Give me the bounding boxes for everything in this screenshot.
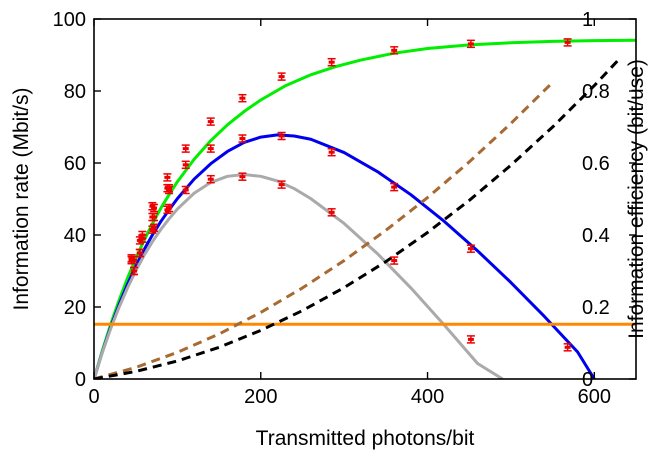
data-point — [390, 46, 399, 55]
y-tick-label-left: 80 — [64, 81, 86, 103]
data-point — [127, 254, 136, 263]
data-point — [206, 117, 215, 126]
x-axis-title: Transmitted photons/bit — [256, 427, 475, 450]
data-point — [466, 244, 475, 253]
data-point — [327, 147, 336, 157]
x-tick-label: 200 — [244, 386, 277, 408]
data-point — [563, 343, 572, 352]
x-tick-label: 0 — [88, 386, 99, 408]
y-axis-title-left: Information rate (Mbit/s) — [10, 88, 33, 311]
data-point — [327, 57, 336, 67]
y-tick-label-right: 0.8 — [582, 81, 610, 103]
data-point — [138, 234, 147, 243]
y-tick-label-right: 1 — [582, 9, 593, 31]
data-point — [466, 335, 475, 344]
data-point — [277, 72, 286, 81]
data-point — [181, 185, 190, 195]
data-point — [150, 203, 159, 213]
data-point — [327, 208, 336, 217]
data-point — [277, 180, 286, 189]
x-tick-label: 600 — [578, 386, 611, 408]
data-point — [466, 39, 475, 49]
data-point — [148, 225, 157, 234]
data-point — [181, 160, 190, 170]
y-tick-label-left: 100 — [53, 9, 86, 31]
series-line-0 — [94, 38, 636, 379]
y-tick-label-right: 0.2 — [582, 297, 610, 319]
y-tick-label-right: 0.6 — [582, 153, 610, 175]
data-point — [563, 38, 572, 47]
data-point — [238, 172, 247, 181]
y-axis-title-right: Information efficiency (bit/use) — [625, 59, 648, 339]
y-tick-label-right: 0.4 — [582, 225, 610, 247]
data-point — [238, 93, 247, 103]
data-point — [135, 248, 144, 258]
series-line-1 — [94, 133, 596, 379]
plot-frame — [93, 18, 637, 380]
plot-area — [94, 38, 636, 379]
data-point — [165, 185, 174, 195]
data-point — [390, 256, 399, 265]
y-tick-label-left: 0 — [75, 369, 86, 391]
data-point — [238, 134, 247, 143]
data-point — [277, 131, 286, 141]
data-point — [206, 174, 215, 184]
data-point — [206, 144, 215, 153]
series-line-5 — [94, 57, 621, 379]
x-tick-label: 400 — [411, 386, 444, 408]
series-line-4 — [94, 81, 554, 379]
data-point — [130, 266, 139, 276]
y-tick-label-left: 60 — [64, 153, 86, 175]
y-tick-label-right: 0 — [582, 369, 593, 391]
data-point — [150, 212, 159, 222]
data-point — [163, 173, 172, 182]
data-point — [390, 182, 399, 192]
data-point — [181, 144, 190, 153]
data-point — [163, 205, 172, 215]
y-tick-label-left: 20 — [64, 297, 86, 319]
y-tick-label-left: 40 — [64, 225, 86, 247]
